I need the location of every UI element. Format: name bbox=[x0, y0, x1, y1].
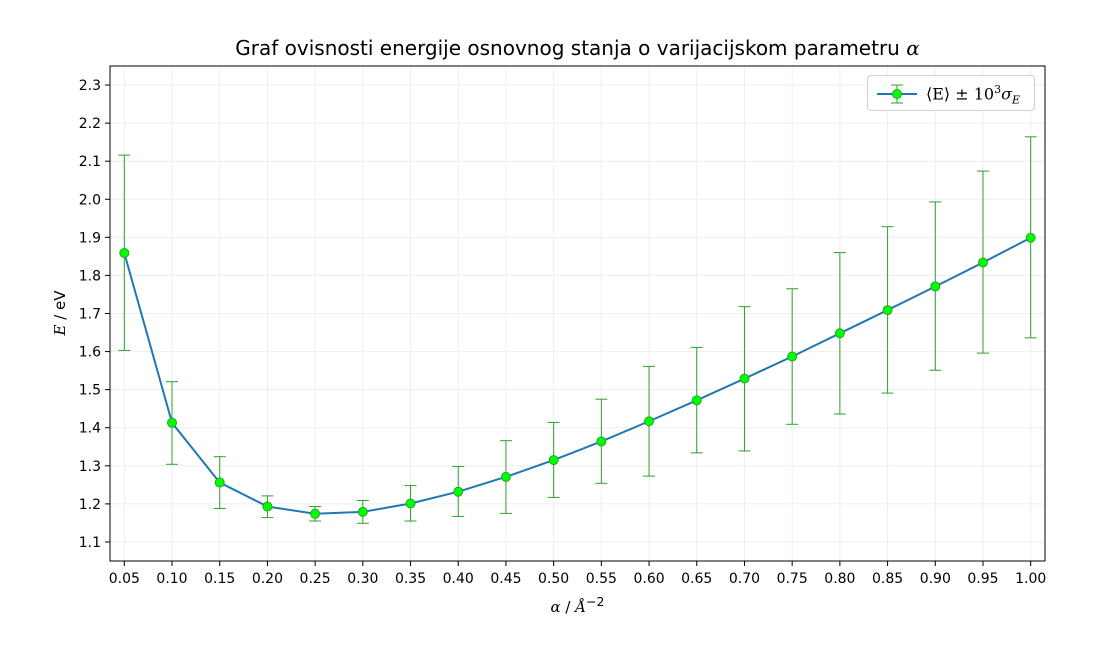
y-tick-label: 1.3 bbox=[79, 459, 101, 475]
x-tick-label: 0.45 bbox=[490, 571, 521, 587]
data-point bbox=[453, 486, 464, 497]
y-tick-label: 1.1 bbox=[79, 535, 101, 551]
x-tick-label: 0.85 bbox=[872, 571, 903, 587]
data-point bbox=[691, 395, 702, 406]
x-tick-label: 0.75 bbox=[777, 571, 808, 587]
y-tick-label: 2.0 bbox=[79, 192, 101, 208]
x-axis-unit: Å bbox=[575, 598, 587, 616]
y-axis-ticks: 1.1 1.2 1.3 1.4 1.5 1.6 1.7 1.8 1.9 2.0 2.1 2.2 2.3 bbox=[79, 78, 110, 551]
x-axis-symbol: α bbox=[550, 598, 561, 616]
y-axis-symbol: E bbox=[51, 324, 69, 336]
data-point bbox=[882, 305, 893, 316]
x-tick-label: 0.50 bbox=[538, 571, 569, 587]
legend-sigma: σ bbox=[1001, 84, 1013, 104]
grid bbox=[110, 66, 1045, 561]
data-point bbox=[119, 247, 130, 258]
legend-text: ⟨E⟩ ± 10 bbox=[926, 84, 995, 104]
y-tick-label: 2.2 bbox=[79, 116, 101, 132]
data-point bbox=[787, 351, 798, 362]
x-tick-label: 0.60 bbox=[633, 571, 664, 587]
x-axis-label: α / Å−2 bbox=[550, 594, 605, 616]
legend-exp: 3 bbox=[994, 83, 1002, 96]
data-point bbox=[596, 436, 607, 447]
legend: ⟨E⟩ ± 103σE bbox=[867, 75, 1035, 111]
x-tick-label: 0.20 bbox=[252, 571, 283, 587]
y-tick-label: 1.4 bbox=[79, 421, 101, 437]
y-tick-label: 1.5 bbox=[79, 383, 101, 399]
x-tick-label: 0.10 bbox=[156, 571, 187, 587]
chart-title: Graf ovisnosti energije osnovnog stanja … bbox=[110, 36, 1045, 60]
x-tick-label: 1.00 bbox=[1015, 571, 1046, 587]
markers bbox=[119, 232, 1036, 519]
data-point bbox=[214, 477, 225, 488]
x-tick-label: 0.05 bbox=[109, 571, 140, 587]
x-tick-label: 0.40 bbox=[443, 571, 474, 587]
data-point bbox=[834, 328, 845, 339]
y-tick-label: 1.2 bbox=[79, 497, 101, 513]
x-tick-label: 0.30 bbox=[347, 571, 378, 587]
y-tick-label: 1.7 bbox=[79, 307, 101, 323]
legend-swatch bbox=[877, 84, 917, 104]
y-tick-label: 2.1 bbox=[79, 154, 101, 170]
x-tick-label: 0.90 bbox=[920, 571, 951, 587]
x-axis-ticks: 0.05 0.10 0.15 0.20 0.25 0.30 0.35 0.40 0.45 0.50… bbox=[109, 561, 1046, 587]
legend-sub: E bbox=[1012, 93, 1021, 107]
data-point bbox=[405, 498, 416, 509]
data-point bbox=[930, 281, 941, 292]
x-tick-label: 0.15 bbox=[204, 571, 235, 587]
y-tick-label: 2.3 bbox=[79, 78, 101, 94]
data-point bbox=[977, 257, 988, 268]
data-point bbox=[500, 471, 511, 482]
x-tick-label: 0.55 bbox=[586, 571, 617, 587]
x-axis-unit-exp: −2 bbox=[586, 594, 605, 609]
series-line bbox=[123, 236, 1032, 515]
legend-label: ⟨E⟩ ± 103σE bbox=[926, 83, 1020, 107]
data-point bbox=[1025, 232, 1036, 243]
x-tick-label: 0.70 bbox=[729, 571, 760, 587]
data-point bbox=[739, 373, 750, 384]
data-point bbox=[357, 506, 368, 517]
y-tick-label: 1.9 bbox=[79, 230, 101, 246]
y-axis-unit: eV bbox=[51, 290, 69, 310]
y-tick-label: 1.8 bbox=[79, 268, 101, 284]
x-tick-label: 0.80 bbox=[824, 571, 855, 587]
data-point bbox=[167, 417, 178, 428]
y-tick-label: 1.6 bbox=[79, 345, 101, 361]
data-point bbox=[310, 508, 321, 519]
chart-title-symbol: α bbox=[906, 36, 920, 60]
data-point bbox=[644, 416, 655, 427]
data-point bbox=[548, 455, 559, 466]
data-point bbox=[262, 501, 273, 512]
x-tick-label: 0.95 bbox=[967, 571, 998, 587]
x-tick-label: 0.25 bbox=[300, 571, 331, 587]
x-tick-label: 0.65 bbox=[681, 571, 712, 587]
x-tick-label: 0.35 bbox=[395, 571, 426, 587]
y-axis-label: E / eV bbox=[51, 290, 69, 336]
chart-title-text: Graf ovisnosti energije osnovnog stanja … bbox=[235, 36, 900, 60]
